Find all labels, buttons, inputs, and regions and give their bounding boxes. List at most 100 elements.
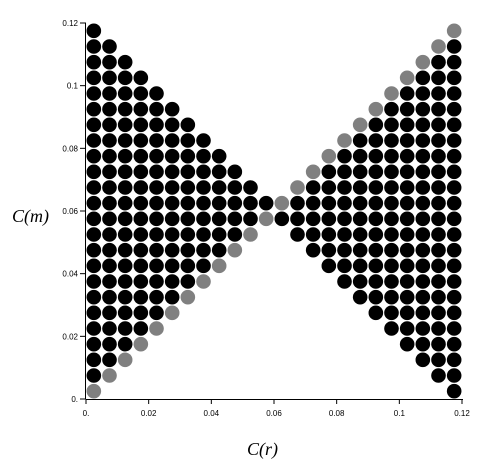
data-point-95 (164, 242, 180, 258)
data-point-114 (149, 227, 164, 242)
data-point-267 (415, 117, 431, 133)
x-tick-label-3: 0.06 (266, 409, 282, 418)
data-point-204 (117, 164, 133, 180)
data-point-271 (102, 101, 117, 117)
data-point-38 (399, 305, 415, 321)
data-point-202 (86, 164, 102, 180)
data-point-144 (274, 211, 290, 227)
data-point-297 (415, 70, 431, 86)
data-point-107 (415, 242, 431, 258)
data-point-156 (86, 195, 102, 211)
data-point-54 (431, 289, 446, 305)
data-point-35 (164, 305, 180, 321)
data-point-83 (352, 258, 368, 274)
data-point-56 (86, 274, 102, 289)
data-point-307 (102, 39, 117, 54)
data-point-231 (321, 148, 337, 164)
data-point-119 (227, 227, 243, 242)
y-tick-label-5: 0.1 (67, 82, 79, 91)
data-point-27 (415, 321, 431, 336)
y-tick-label-2: 0.04 (62, 270, 78, 279)
data-point-31 (102, 305, 117, 321)
data-point-44 (117, 289, 133, 305)
y-tick-label-4: 0.08 (62, 144, 78, 153)
data-point-187 (196, 180, 211, 195)
data-point-284 (117, 86, 133, 101)
data-point-123 (321, 227, 337, 242)
data-point-210 (211, 164, 227, 180)
data-point-52 (399, 289, 415, 305)
data-point-196 (368, 180, 384, 195)
data-point-189 (227, 180, 243, 195)
data-point-277 (384, 101, 399, 117)
data-point-246 (180, 133, 196, 148)
data-point-113 (133, 227, 149, 242)
data-point-81 (321, 258, 337, 274)
data-point-126 (368, 227, 384, 242)
data-point-86 (399, 258, 415, 274)
data-point-185 (164, 180, 180, 195)
data-point-207 (164, 164, 180, 180)
data-point-70 (431, 274, 446, 289)
data-point-186 (180, 180, 196, 195)
y-tick-label-6: 0.12 (62, 19, 78, 28)
data-point-221 (446, 164, 462, 180)
data-point-45 (133, 289, 149, 305)
data-point-90 (86, 242, 102, 258)
data-point-222 (86, 148, 102, 164)
data-point-116 (180, 227, 196, 242)
data-point-227 (164, 148, 180, 164)
data-point-298 (431, 70, 446, 86)
data-point-209 (196, 164, 211, 180)
y-axis-title: C(m) (12, 206, 49, 227)
data-point-69 (415, 274, 431, 289)
x-tick-label-0: 0. (83, 409, 90, 418)
data-point-55 (446, 289, 462, 305)
data-point-73 (102, 258, 117, 274)
data-point-194 (337, 180, 352, 195)
data-point-136 (149, 211, 164, 227)
data-point-115 (164, 227, 180, 242)
data-point-304 (431, 54, 446, 70)
data-point-96 (180, 242, 196, 258)
data-point-87 (415, 258, 431, 274)
data-point-129 (415, 227, 431, 242)
data-point-78 (180, 258, 196, 274)
data-point-76 (149, 258, 164, 274)
data-point-274 (149, 101, 164, 117)
data-point-36 (368, 305, 384, 321)
data-point-21 (102, 321, 117, 336)
data-point-309 (446, 39, 462, 54)
data-point-128 (399, 227, 415, 242)
data-point-269 (446, 117, 462, 133)
data-point-94 (149, 242, 164, 258)
data-point-183 (133, 180, 149, 195)
data-point-248 (337, 133, 352, 148)
data-point-213 (321, 164, 337, 180)
data-point-184 (149, 180, 164, 195)
data-point-282 (86, 86, 102, 101)
data-point-239 (446, 148, 462, 164)
data-point-47 (164, 289, 180, 305)
data-point-8 (117, 352, 133, 368)
data-point-308 (431, 39, 446, 54)
data-point-120 (243, 227, 258, 242)
data-point-37 (384, 305, 399, 321)
data-point-199 (415, 180, 431, 195)
data-point-275 (164, 101, 180, 117)
data-point-212 (305, 164, 321, 180)
data-point-143 (258, 211, 274, 227)
data-point-249 (352, 133, 368, 148)
data-point-302 (117, 54, 133, 70)
data-point-218 (399, 164, 415, 180)
data-point-293 (102, 70, 117, 86)
data-point-219 (415, 164, 431, 180)
data-point-241 (102, 133, 117, 148)
data-point-238 (431, 148, 446, 164)
data-point-16 (399, 336, 415, 352)
data-point-247 (196, 133, 211, 148)
data-point-63 (196, 274, 211, 289)
data-point-191 (290, 180, 305, 195)
data-point-311 (446, 23, 462, 39)
